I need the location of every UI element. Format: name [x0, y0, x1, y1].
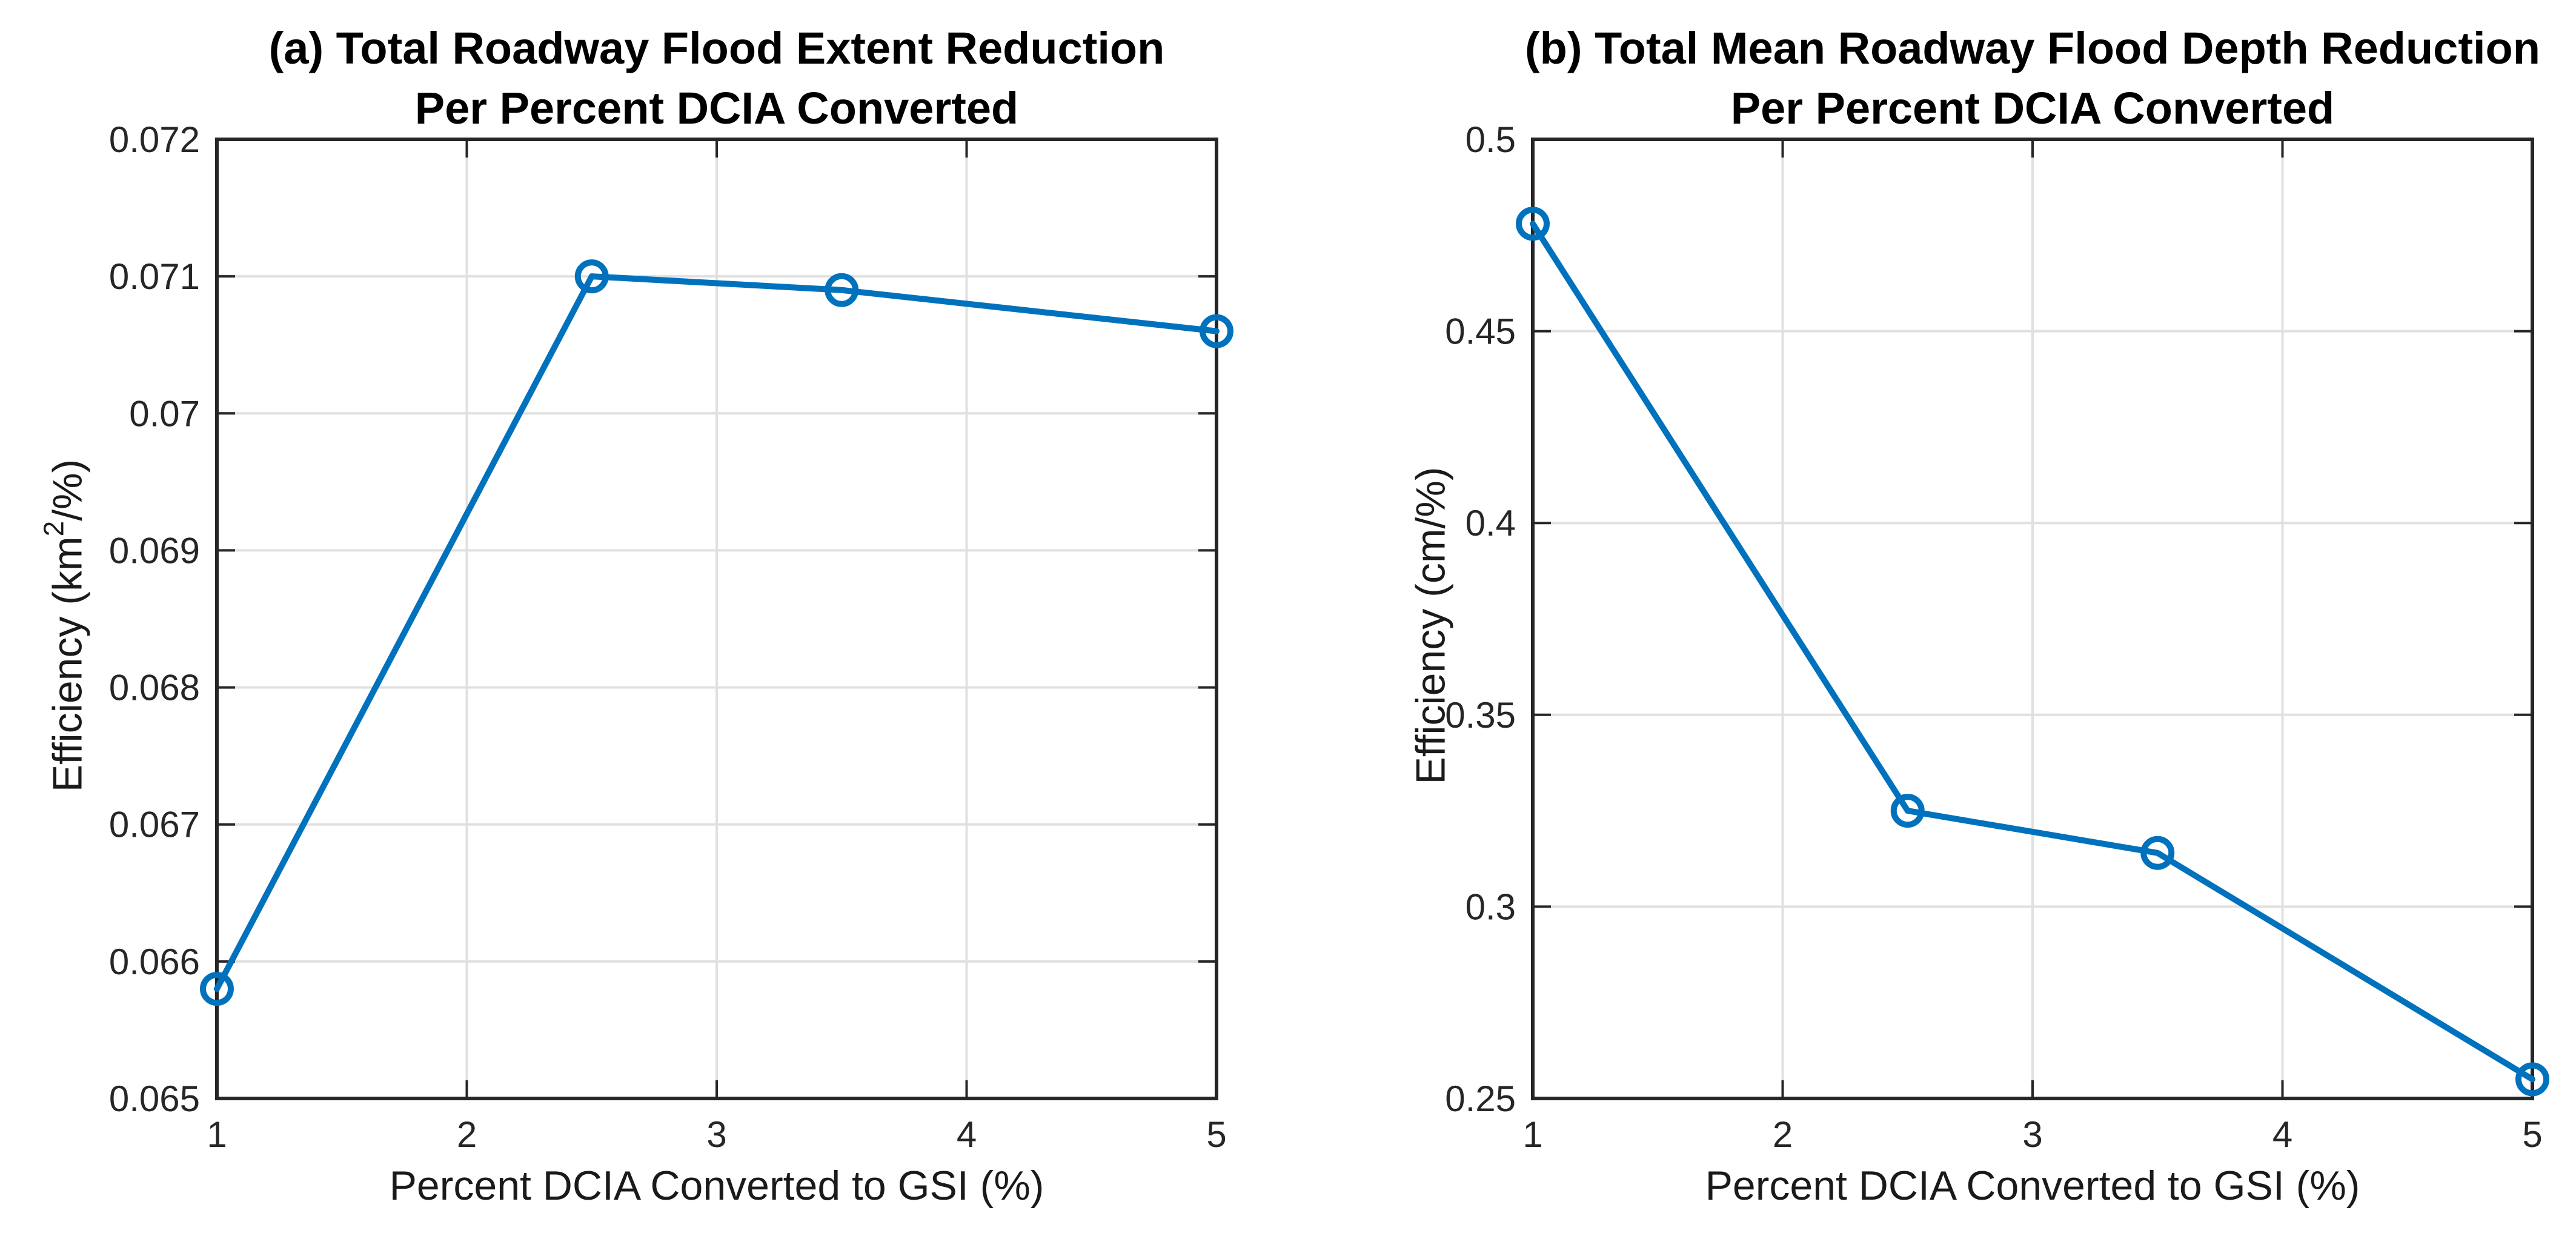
data-line	[214, 273, 1220, 992]
data-point-marker	[574, 259, 609, 294]
chart-a-title: (a) Total Roadway Flood Extent Reduction…	[144, 18, 1289, 138]
y-tick-label: 0.35	[1445, 695, 1516, 736]
y-tick-label: 0.066	[109, 942, 200, 982]
y-tick-label: 0.25	[1445, 1078, 1516, 1119]
x-tick-label: 2	[457, 1114, 477, 1155]
x-tick-label: 5	[1206, 1114, 1226, 1155]
chart-b-x-axis-label: Percent DCIA Converted to GSI (%)	[1705, 1163, 2360, 1209]
tick-marks	[216, 138, 1218, 1100]
data-markers	[1516, 207, 2549, 1097]
data-point-marker	[2515, 1062, 2549, 1097]
chart-b-y-axis-label: Efficiency (cm/%)	[1393, 141, 1455, 1111]
y-tick-label: 0.072	[109, 119, 200, 160]
data-point-marker	[825, 273, 859, 307]
x-tick-label: 2	[1773, 1114, 1793, 1155]
x-tick-label: 4	[2272, 1114, 2292, 1155]
y-tick-label: 0.4	[1466, 503, 1516, 543]
y-tick-labels: 0.065 0.066 0.067 0.068 0.069 0.07 0.071 0.072	[109, 119, 200, 1119]
data-point-marker	[2140, 836, 2175, 870]
chart-b-title: (b) Total Mean Roadway Flood Depth Reduc…	[1460, 18, 2576, 138]
x-tick-labels: 1 2 3 4 5	[1522, 1114, 2542, 1155]
y-tick-labels: 0.25 0.3 0.35 0.4 0.45 0.5	[1445, 119, 1516, 1119]
y-tick-label: 0.071	[109, 256, 200, 297]
y-tick-label: 0.065	[109, 1078, 200, 1119]
chart-a-x-axis-label: Percent DCIA Converted to GSI (%)	[389, 1163, 1044, 1209]
x-tick-label: 1	[1522, 1114, 1542, 1155]
chart-a-y-axis-label-text: Efficiency (km	[44, 536, 91, 792]
data-point-marker	[1516, 207, 1550, 241]
y-tick-label: 0.3	[1466, 886, 1516, 927]
chart-b-title-line1: (b) Total Mean Roadway Flood Depth Reduc…	[1525, 23, 2540, 73]
chart-b-title-line2: Per Percent DCIA Converted	[1730, 83, 2335, 133]
data-point-marker	[1890, 794, 1925, 828]
x-tick-label: 5	[2522, 1114, 2542, 1155]
y-tick-label: 0.067	[109, 805, 200, 845]
data-point-marker	[200, 972, 234, 1006]
chart-a-y-axis-label: Efficiency (km2/%)	[30, 141, 92, 1111]
chart-a-y-axis-label-unit: /%)	[44, 459, 91, 521]
data-line	[1530, 221, 2535, 1083]
chart-a-title-line2: Per Percent DCIA Converted	[414, 83, 1019, 133]
chart-a-title-line1: (a) Total Roadway Flood Extent Reduction	[268, 23, 1165, 73]
grid-lines	[1533, 139, 2532, 1098]
chart-b-y-axis-label-text: Efficiency (cm/%)	[1407, 467, 1454, 785]
x-tick-label: 3	[2022, 1114, 2042, 1155]
y-tick-label: 0.5	[1466, 119, 1516, 160]
data-point-marker	[1200, 314, 1233, 348]
chart-a-plot-area: 1 2 3 4 50.0650.0660.0670.0680.0690.070.0710…	[109, 119, 1233, 1155]
y-tick-label: 0.07	[129, 393, 200, 434]
x-tick-label: 4	[957, 1114, 977, 1155]
x-tick-label: 1	[207, 1114, 227, 1155]
y-tick-label: 0.068	[109, 668, 200, 708]
y-tick-label: 0.45	[1445, 311, 1516, 352]
grid-lines	[217, 139, 1217, 1098]
tick-marks	[1532, 138, 2534, 1100]
chart-a-y-axis-label-superscript: 2	[38, 520, 70, 537]
chart-b-plot-area: 1 2 3 4 5 0.25 0.3 0.35 0.4 0.45 0.5	[1445, 119, 2549, 1155]
x-tick-labels: 1 2 3 4 5	[207, 1114, 1226, 1155]
data-markers	[200, 259, 1233, 1006]
x-tick-label: 3	[706, 1114, 726, 1155]
y-tick-label: 0.069	[109, 530, 200, 571]
